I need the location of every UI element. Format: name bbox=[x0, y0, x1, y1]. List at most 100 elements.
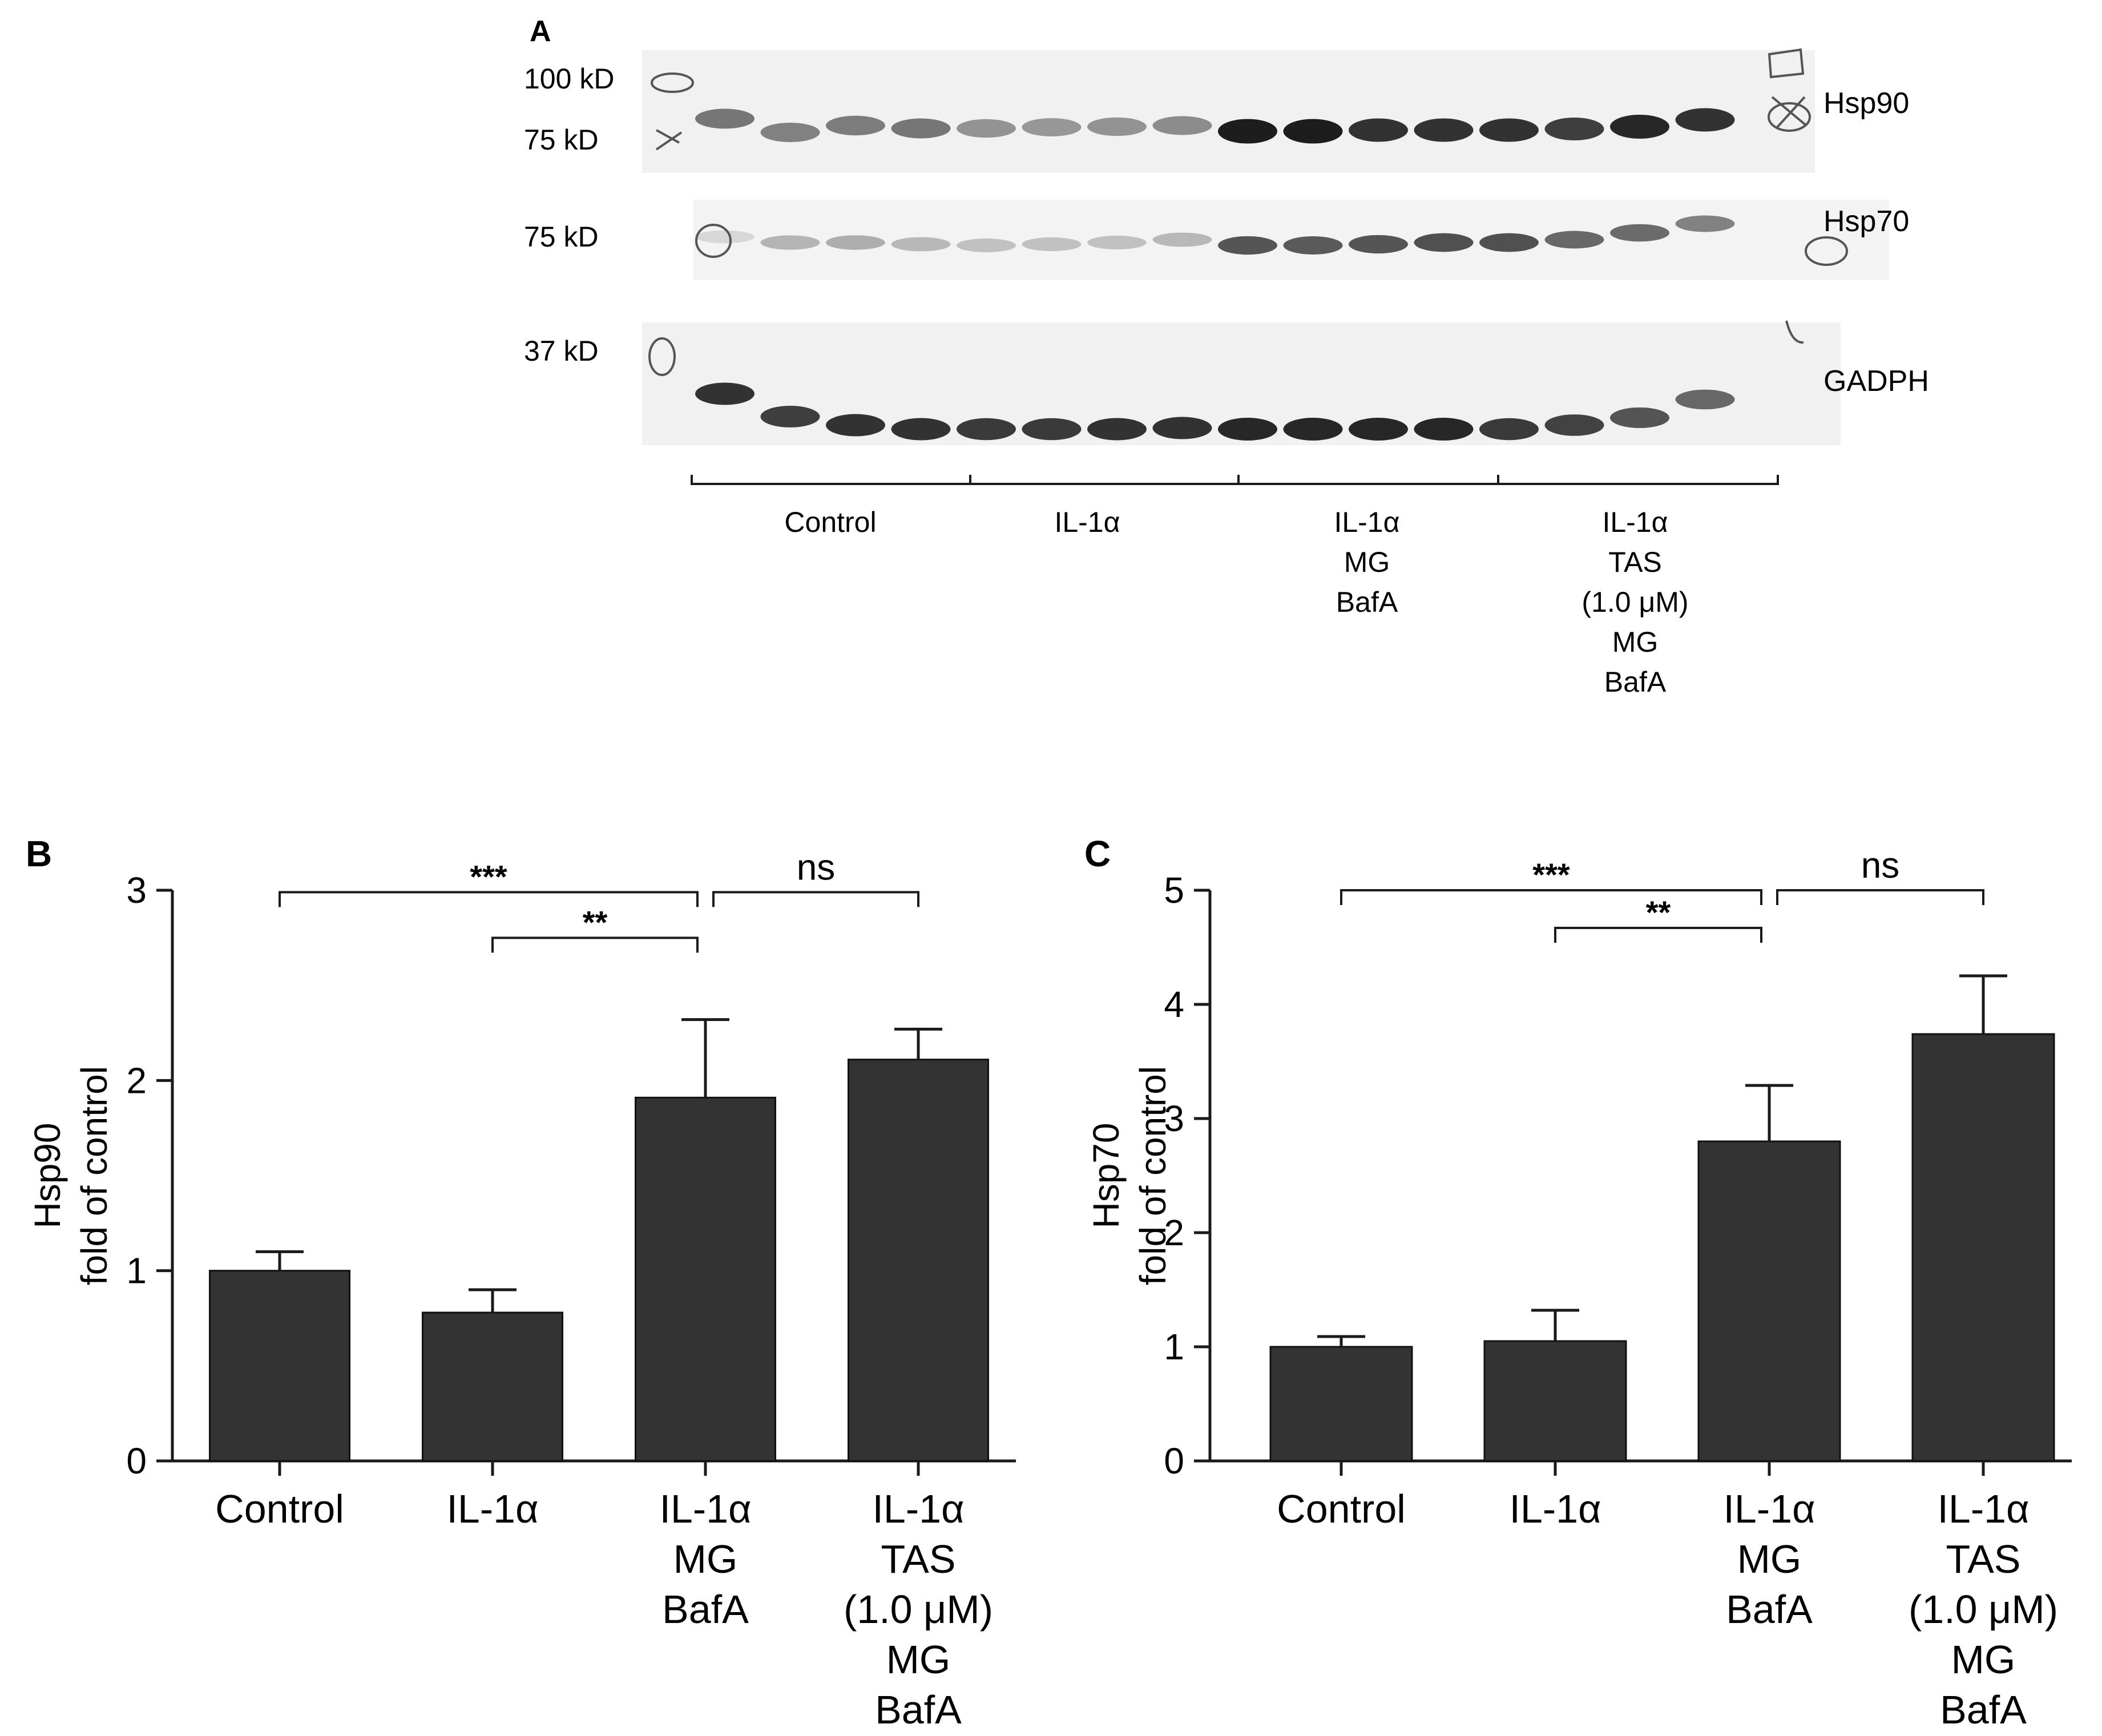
western-blot-panel: A 100 kD 75 kD 75 kD 37 kD Hsp90 Hsp70 G… bbox=[524, 15, 1929, 698]
band-gadph-lane-1 bbox=[695, 382, 755, 405]
band-hsp90-lane-11 bbox=[1349, 118, 1408, 142]
panel-label-a: A bbox=[530, 15, 551, 48]
band-gadph-lane-2 bbox=[760, 406, 820, 427]
band-gadph-lane-5 bbox=[957, 418, 1016, 441]
y-tick-label-3: 3 bbox=[126, 870, 147, 911]
band-hsp90-lane-10 bbox=[1283, 119, 1343, 144]
band-hsp90-lane-9 bbox=[1218, 119, 1277, 144]
y-axis-label-line-1: Hsp90 bbox=[27, 1123, 68, 1229]
bar-3 bbox=[1697, 1140, 1841, 1462]
blot-group-4-label-line-2: TAS bbox=[1608, 546, 1662, 578]
x-category-4-line-4: MG bbox=[886, 1637, 951, 1682]
y-tick-label-1: 1 bbox=[126, 1250, 147, 1291]
significance-label-2: ** bbox=[1646, 894, 1671, 930]
band-hsp90-lane-14 bbox=[1544, 118, 1604, 140]
band-gadph-lane-16 bbox=[1675, 389, 1735, 410]
band-hsp70-lane-16 bbox=[1675, 215, 1735, 232]
bar-4 bbox=[848, 1059, 989, 1462]
band-hsp70-lane-13 bbox=[1479, 233, 1539, 252]
x-category-1-line-1: Control bbox=[215, 1487, 344, 1531]
blot-group-3-label-line-3: BafA bbox=[1336, 586, 1398, 618]
significance-bracket-3 bbox=[1776, 889, 1984, 905]
x-category-4-line-1: IL-1α bbox=[1937, 1487, 2029, 1531]
band-gadph-lane-9 bbox=[1218, 418, 1277, 441]
blot-group-4-label-line-3: (1.0 μM) bbox=[1581, 586, 1688, 618]
x-category-3-line-3: BafA bbox=[1726, 1587, 1813, 1632]
hsp70-bar-chart: C 0 1 2 3 4 5 Hsp70 fold of control Control IL-1α… bbox=[1084, 833, 2072, 1732]
significance-label-3: ns bbox=[1861, 845, 1900, 886]
band-hsp90-lane-2 bbox=[760, 123, 820, 142]
blot-group-3-label-line-1: IL-1α bbox=[1334, 506, 1399, 538]
y-axis-label-line-1: Hsp70 bbox=[1086, 1123, 1127, 1229]
blot-group-4-label-line-5: BafA bbox=[1604, 666, 1667, 698]
y-tick-label-0: 0 bbox=[1164, 1440, 1184, 1481]
marker-label-37kd: 37 kD bbox=[524, 335, 599, 367]
bar-1 bbox=[1269, 1346, 1413, 1462]
x-category-4-line-3: (1.0 μM) bbox=[1909, 1587, 2058, 1632]
x-category-3-line-1: IL-1α bbox=[1723, 1487, 1815, 1531]
band-gadph-lane-14 bbox=[1544, 414, 1604, 436]
protein-label-hsp70: Hsp70 bbox=[1823, 205, 1909, 238]
significance-bracket-2 bbox=[491, 936, 699, 953]
x-category-4-line-5: BafA bbox=[875, 1687, 962, 1732]
y-tick-label-5: 5 bbox=[1164, 870, 1184, 911]
x-category-4-line-4: MG bbox=[1951, 1637, 2016, 1682]
hsp70-chart-plot: 0 1 2 3 4 5 Hsp70 fold of control Control IL-1α IL… bbox=[1086, 845, 2072, 1732]
band-hsp70-lane-6 bbox=[1022, 237, 1082, 252]
band-hsp90-lane-12 bbox=[1414, 118, 1474, 142]
x-category-4-line-1: IL-1α bbox=[872, 1487, 964, 1531]
y-axis-label-line-2: fold of control bbox=[1132, 1066, 1173, 1285]
band-hsp70-lane-14 bbox=[1544, 231, 1604, 249]
band-gadph-lane-6 bbox=[1022, 418, 1082, 441]
band-hsp90-lane-5 bbox=[957, 119, 1016, 138]
x-category-4-line-2: TAS bbox=[1946, 1537, 2021, 1581]
bar-2 bbox=[1483, 1340, 1627, 1462]
blot-group-labels: Control IL-1α IL-1α MG BafA IL-1α TAS (1.0 μM) M… bbox=[784, 506, 1688, 698]
blot-group-4-label-line-1: IL-1α bbox=[1602, 506, 1668, 538]
band-hsp90-lane-16 bbox=[1675, 108, 1735, 132]
x-category-2-line-1: IL-1α bbox=[446, 1487, 538, 1531]
significance-label-1: *** bbox=[470, 858, 507, 894]
band-hsp90-lane-13 bbox=[1479, 118, 1539, 142]
band-hsp70-lane-4 bbox=[891, 237, 951, 252]
bar-1 bbox=[209, 1270, 350, 1462]
band-hsp90-lane-6 bbox=[1022, 118, 1082, 136]
band-hsp70-lane-3 bbox=[826, 235, 885, 250]
panel-label-b: B bbox=[26, 833, 52, 874]
marker-label-75kd-hsp70: 75 kD bbox=[524, 221, 599, 253]
significance-bracket-1 bbox=[1340, 889, 1762, 905]
band-hsp70-lane-10 bbox=[1283, 236, 1343, 255]
y-tick-label-2: 2 bbox=[126, 1060, 147, 1101]
x-category-4-line-5: BafA bbox=[1940, 1687, 2027, 1732]
band-gadph-lane-10 bbox=[1283, 418, 1343, 441]
blot-group-1-label-line-1: Control bbox=[784, 506, 876, 538]
y-tick-label-2: 2 bbox=[1164, 1212, 1184, 1253]
marker-label-100kd: 100 kD bbox=[524, 63, 614, 95]
band-hsp70-lane-1 bbox=[695, 230, 755, 244]
significance-bracket-2 bbox=[1554, 927, 1762, 943]
bar-4 bbox=[1911, 1033, 2055, 1462]
x-category-4-line-2: TAS bbox=[881, 1537, 956, 1581]
band-hsp70-lane-12 bbox=[1414, 233, 1474, 252]
band-hsp90-lane-15 bbox=[1610, 115, 1669, 139]
band-hsp90-lane-1 bbox=[695, 108, 755, 129]
band-hsp90-lane-4 bbox=[891, 118, 951, 139]
x-category-1-line-1: Control bbox=[1277, 1487, 1406, 1531]
band-hsp70-lane-8 bbox=[1152, 232, 1212, 247]
bar-3 bbox=[635, 1096, 776, 1462]
x-category-3-line-1: IL-1α bbox=[659, 1487, 751, 1531]
significance-bracket-1 bbox=[279, 891, 699, 907]
band-gadph-lane-13 bbox=[1479, 418, 1539, 441]
significance-label-2: ** bbox=[583, 904, 608, 940]
band-hsp90-lane-8 bbox=[1152, 116, 1212, 135]
x-category-4-line-3: (1.0 μM) bbox=[844, 1587, 993, 1632]
significance-label-3: ns bbox=[797, 846, 836, 887]
bands-gadph bbox=[695, 382, 1735, 441]
membrane-hsp90 bbox=[642, 50, 1815, 173]
band-hsp70-lane-11 bbox=[1349, 235, 1408, 254]
band-hsp70-lane-9 bbox=[1218, 236, 1277, 255]
bands-hsp90 bbox=[695, 108, 1735, 144]
panel-label-c: C bbox=[1084, 833, 1111, 874]
marker-label-75kd-hsp90: 75 kD bbox=[524, 124, 599, 156]
bands-hsp70 bbox=[695, 215, 1735, 255]
